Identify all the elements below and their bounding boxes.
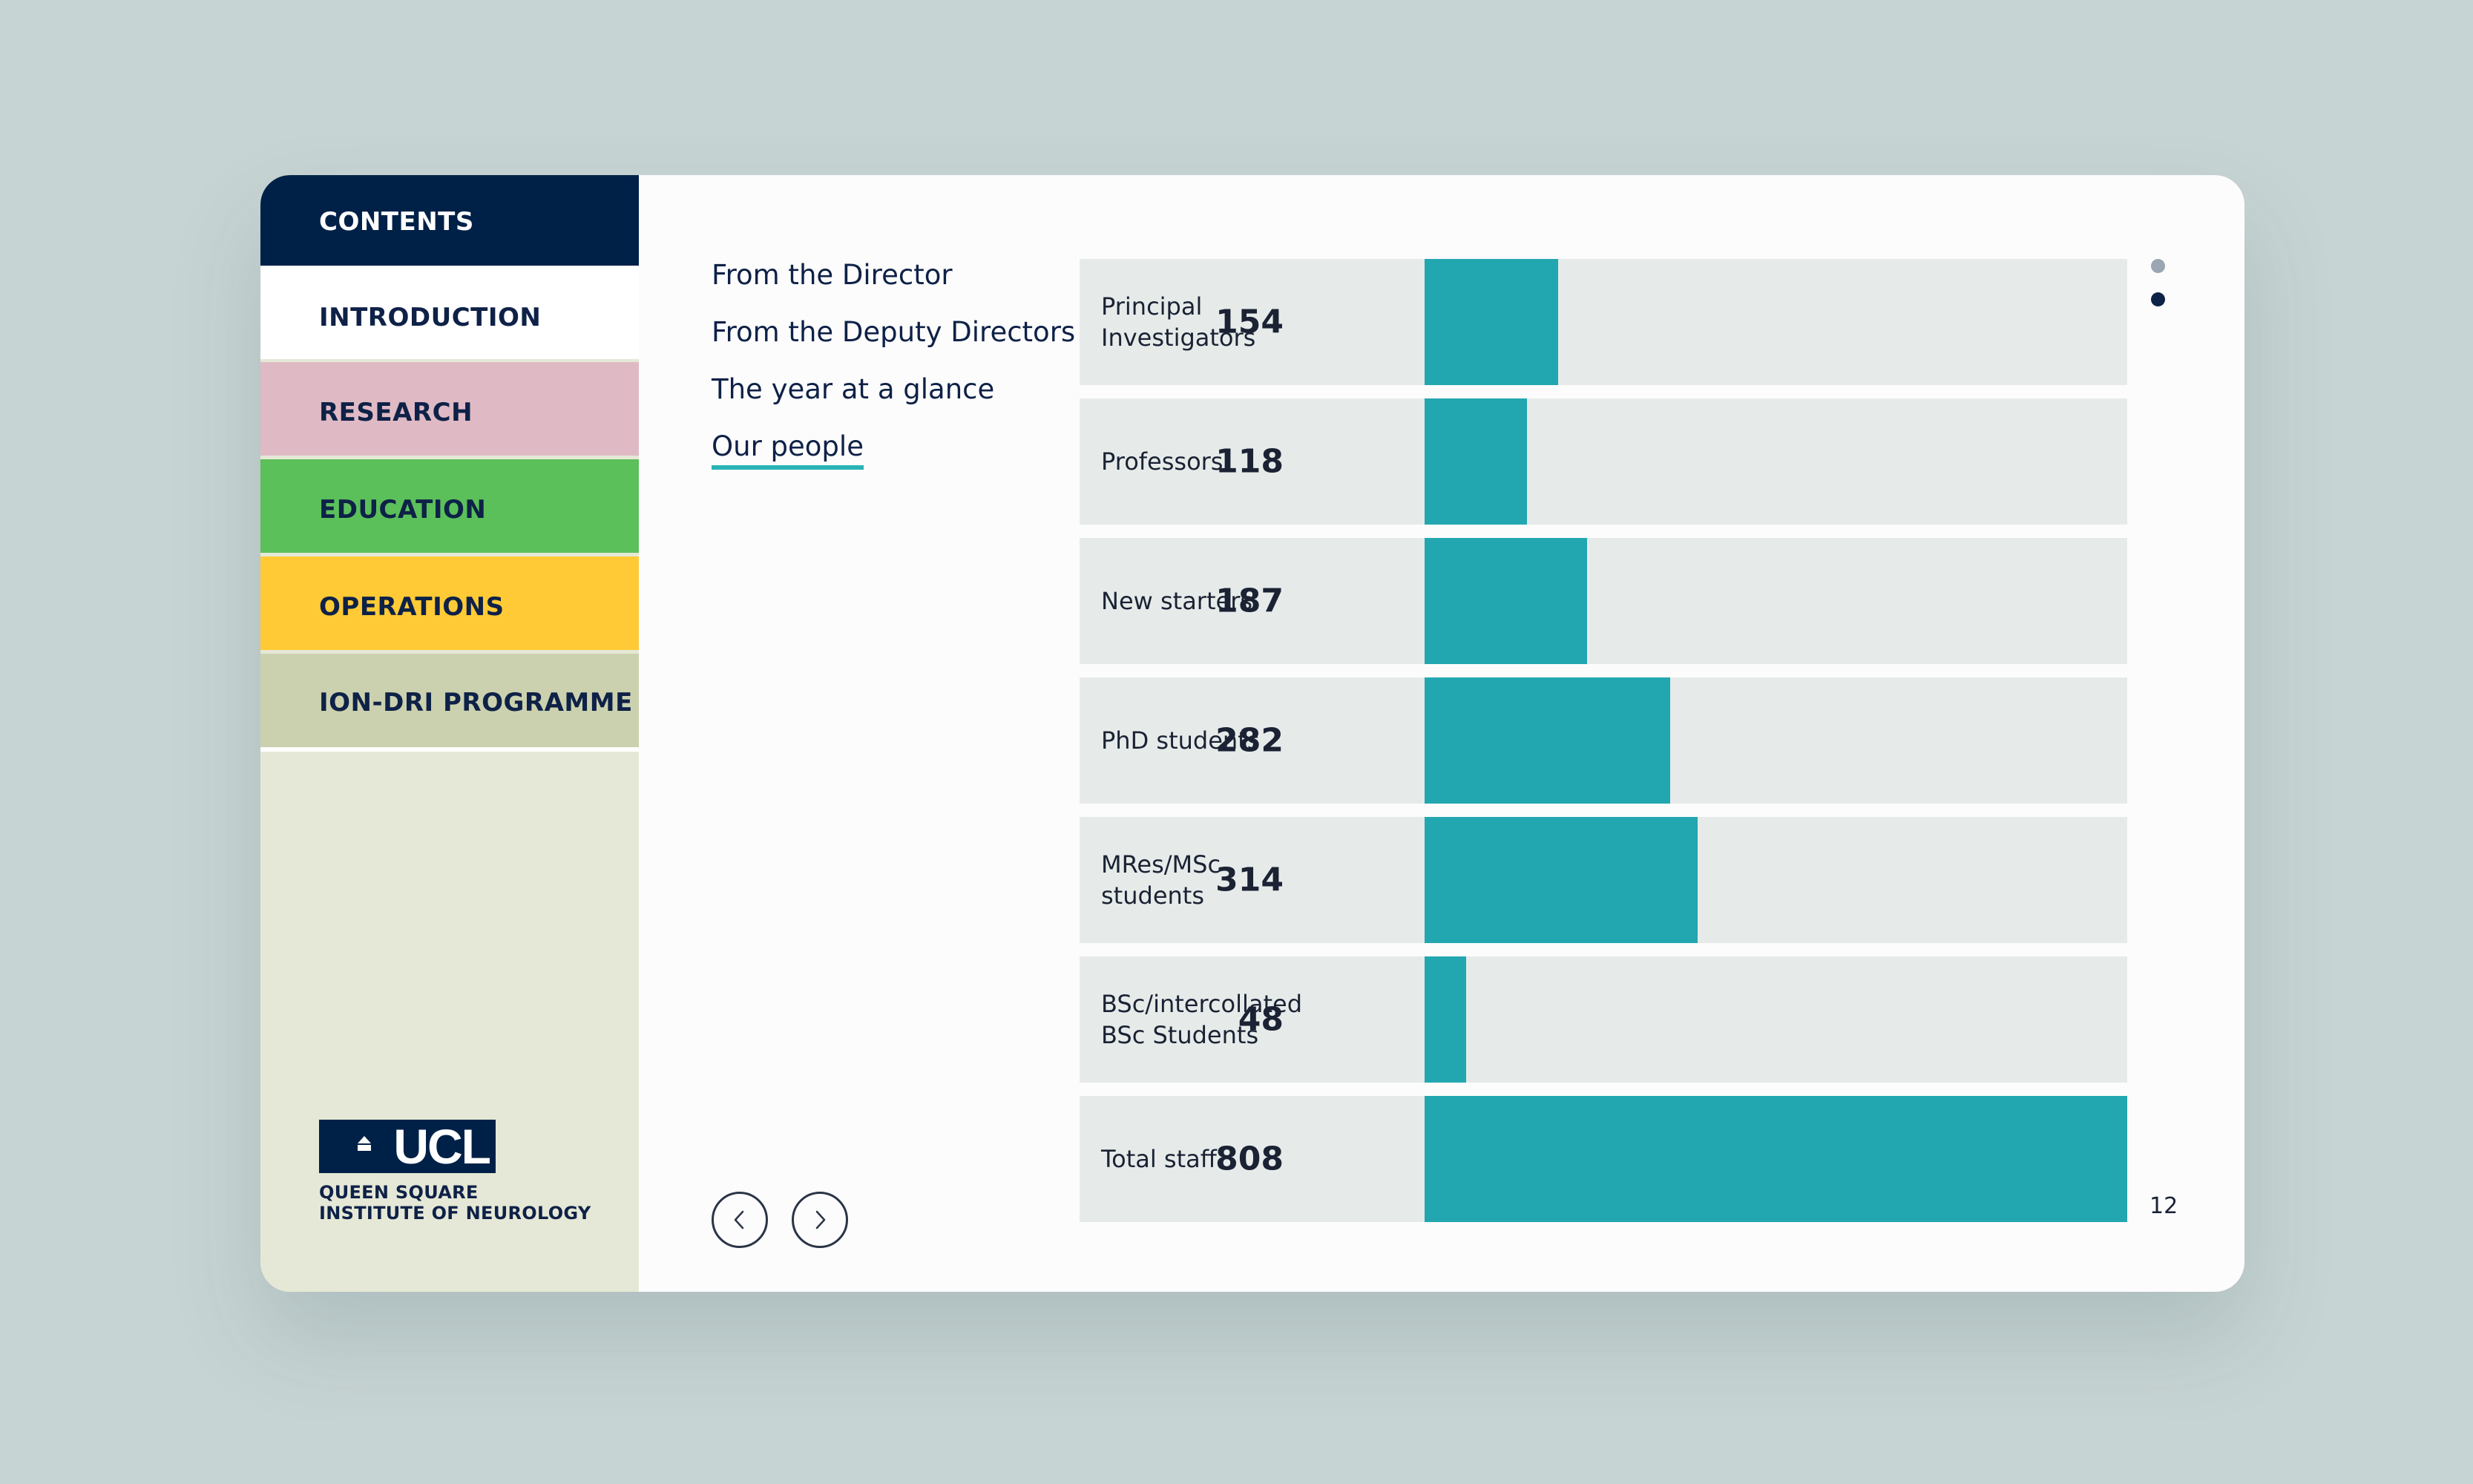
subnav-item-label: Our people [712, 430, 864, 470]
chart-category-label-line: New starters [1101, 587, 1253, 615]
chart-category-label-line: Principal [1101, 292, 1203, 321]
sidebar-item-label: INTRODUCTION [319, 303, 542, 332]
chart-category-label: BSc/intercollated BSc Students [1101, 988, 1324, 1051]
chart-category-label-line: BSc/intercollated [1101, 990, 1303, 1018]
chart-category-label-line: MRes/MSc [1101, 850, 1221, 879]
chart-data-label: 187 [1215, 582, 1284, 620]
chart-category-label-line: Investigators [1101, 324, 1256, 352]
chart-bar [1425, 398, 1527, 525]
chart-bar [1425, 1096, 2127, 1222]
page-number: 12 [2149, 1193, 2178, 1219]
chart-bar [1425, 817, 1698, 943]
sidebar-item-label: ION-DRI PROGRAMME [319, 688, 633, 718]
chart-data-label: 118 [1215, 442, 1284, 481]
chart-category-label-line: Total staff [1101, 1145, 1217, 1173]
subnav-item-label: From the Director [712, 259, 953, 291]
chart-row: PhD students 282 [1080, 677, 2127, 804]
chart-row: Professors 118 [1080, 398, 2127, 525]
chart-bar [1425, 538, 1587, 664]
chart-data-label: 154 [1215, 303, 1284, 341]
sidebar-item-operations[interactable]: OPERATIONS [260, 556, 639, 650]
sidebar-item-label: OPERATIONS [319, 592, 505, 622]
logo-subtitle: QUEEN SQUARE INSTITUTE OF NEUROLOGY [319, 1182, 591, 1224]
sidebar-item-label: RESEARCH [319, 398, 473, 427]
chart-row: BSc/intercollated BSc Students 48 [1080, 956, 2127, 1083]
logo-mark-text: UCL [393, 1119, 491, 1174]
chart-category-label-line: BSc Students [1101, 1021, 1259, 1049]
subnav-item-our-people[interactable]: Our people [712, 430, 1075, 487]
chart-data-label: 808 [1215, 1140, 1284, 1178]
chart-category-label-line: Professors [1101, 447, 1224, 476]
chevron-right-icon [815, 1210, 826, 1229]
subnav-item-deputy-directors[interactable]: From the Deputy Directors [712, 315, 1075, 372]
chart-row: MRes/MSc students 314 [1080, 817, 2127, 943]
ucl-logo[interactable]: UCL QUEEN SQUARE INSTITUTE OF NEUROLOGY [319, 1119, 591, 1224]
portico-icon [358, 1136, 371, 1143]
chart-row: Principal Investigators 154 [1080, 259, 2127, 385]
portico-base [358, 1145, 371, 1151]
chart-category-label-line: PhD students [1101, 726, 1260, 755]
logo-line-1: QUEEN SQUARE [319, 1182, 479, 1203]
subnav-item-director[interactable]: From the Director [712, 258, 1075, 315]
chevron-left-icon [734, 1210, 744, 1229]
sidebar-item-contents[interactable]: CONTENTS [260, 175, 639, 266]
subnav-item-label: The year at a glance [712, 373, 995, 405]
previous-page-button[interactable] [712, 1192, 768, 1248]
chart-category-label: MRes/MSc students [1101, 849, 1324, 911]
chart-bar [1425, 677, 1670, 804]
sidebar-item-introduction[interactable]: INTRODUCTION [260, 266, 639, 359]
chart-row: Total staff 808 [1080, 1096, 2127, 1222]
chart-category-label: Professors [1101, 446, 1324, 477]
sidebar-item-label: CONTENTS [319, 207, 474, 237]
subnav-item-year-at-a-glance[interactable]: The year at a glance [712, 372, 1075, 430]
section-subnav: From the Director From the Deputy Direct… [712, 258, 1075, 487]
sidebar-item-label: EDUCATION [319, 495, 487, 525]
ucl-logo-mark: UCL [319, 1119, 496, 1174]
chart-bar [1425, 259, 1558, 385]
chart-category-label-line: students [1101, 881, 1204, 910]
chart-category-label: Principal Investigators [1101, 291, 1324, 353]
chart-data-label: 314 [1215, 861, 1284, 899]
chart-data-label: 48 [1238, 1000, 1284, 1039]
chart-category-label: PhD students [1101, 725, 1324, 756]
sidebar-divider [260, 747, 639, 752]
sidebar: CONTENTS INTRODUCTION RESEARCH EDUCATION… [260, 175, 639, 1292]
chart-category-label: Total staff [1101, 1143, 1324, 1175]
page-dot-2[interactable] [2151, 292, 2165, 306]
report-card: CONTENTS INTRODUCTION RESEARCH EDUCATION… [260, 175, 2244, 1292]
page-dot-1[interactable] [2151, 259, 2165, 273]
chart-row: New starters 187 [1080, 538, 2127, 664]
chart-category-label: New starters [1101, 585, 1324, 617]
sidebar-item-education[interactable]: EDUCATION [260, 459, 639, 553]
logo-line-2: INSTITUTE OF NEUROLOGY [319, 1203, 591, 1224]
next-page-button[interactable] [792, 1192, 848, 1248]
sidebar-item-research[interactable]: RESEARCH [260, 362, 639, 456]
sidebar-item-ion-dri-programme[interactable]: ION-DRI PROGRAMME [260, 654, 639, 747]
chart-bar [1425, 956, 1466, 1083]
chart-data-label: 282 [1215, 721, 1284, 760]
subnav-item-label: From the Deputy Directors [712, 316, 1076, 348]
